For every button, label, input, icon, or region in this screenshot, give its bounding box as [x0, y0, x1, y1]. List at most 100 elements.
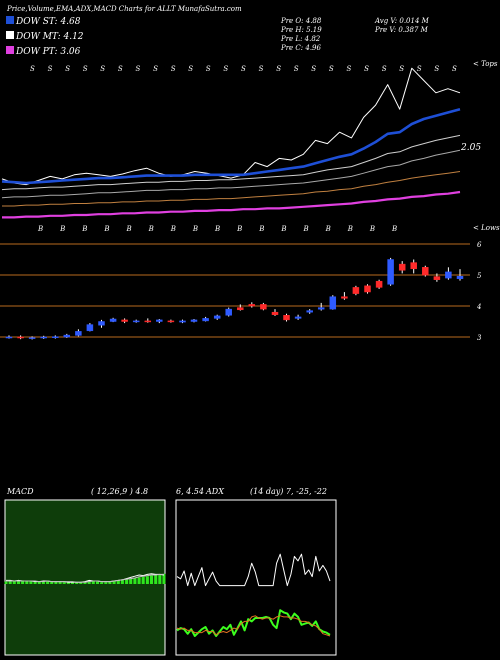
candle: [202, 318, 209, 322]
macd-histogram-bar: [125, 579, 129, 584]
prev-open: Pre O: 4.88: [280, 17, 322, 25]
macd-background: [4, 499, 166, 656]
candle: [456, 275, 464, 279]
top-label: S: [452, 65, 457, 73]
candle: [156, 319, 163, 322]
macd-histogram-bar: [66, 582, 70, 584]
macd-params: ( 12,26,9 ) 4.8: [91, 487, 148, 496]
bottom-label: B: [170, 225, 176, 233]
top-label: S: [399, 65, 404, 73]
bottom-label: B: [126, 225, 132, 233]
top-label: S: [65, 65, 70, 73]
top-label: S: [417, 65, 422, 73]
macd-histogram-bar: [33, 581, 37, 584]
legend-swatch-pt: [6, 46, 14, 54]
top-label: S: [329, 65, 334, 73]
top-label: S: [206, 65, 211, 73]
macd-panel: [4, 499, 166, 656]
candle: [17, 336, 24, 339]
top-label: S: [48, 65, 53, 73]
candle: [98, 321, 105, 326]
candle: [5, 336, 13, 339]
adx-params: (14 day) 7, -25, -22: [250, 487, 327, 496]
candle: [398, 263, 406, 271]
macd-signal-line: [6, 573, 164, 583]
candle: [167, 320, 175, 323]
candle: [341, 296, 348, 299]
top-label: S: [347, 65, 352, 73]
candle: [422, 267, 429, 276]
ema-lines: [1, 67, 461, 219]
bottom-label: B: [303, 225, 309, 233]
candle: [387, 259, 394, 285]
adx-line-2: [176, 615, 331, 637]
bottom-label: B: [192, 225, 198, 233]
macd-histogram-bar: [50, 581, 54, 584]
prev-volume: Pre V: 0.387 M: [374, 26, 429, 34]
top-label: S: [276, 65, 281, 73]
price-tick-label: 3: [477, 334, 482, 342]
top-label: S: [136, 65, 141, 73]
bottom-label: B: [37, 225, 43, 233]
bottom-label: B: [148, 225, 154, 233]
candle-panel: < Lows 6 5 4 3: [0, 224, 500, 342]
bottom-label: B: [391, 225, 397, 233]
adx-plot: [176, 553, 331, 637]
bottom-label: B: [347, 225, 353, 233]
price-tick-label: 5: [477, 272, 482, 280]
price-gridlines: 6 5 4 3: [0, 241, 482, 342]
top-label: S: [311, 65, 316, 73]
macd-histogram-bar: [104, 582, 108, 584]
macd-histogram-bar: [12, 581, 16, 584]
candle: [75, 331, 82, 336]
macd-histogram-bar: [150, 575, 153, 584]
candle: [329, 296, 337, 310]
candle: [190, 319, 198, 322]
macd-histogram-bar: [58, 581, 62, 584]
candle: [352, 287, 360, 294]
ema-value-label: 2.05: [460, 143, 481, 153]
macd-histogram-bar: [37, 581, 41, 584]
macd-histogram-bar: [17, 580, 20, 584]
top-label: S: [241, 65, 246, 73]
price-tick-label: 6: [477, 241, 482, 249]
ema-line-1: [1, 107, 461, 185]
bottom-label: B: [81, 225, 87, 233]
bottom-label: B: [236, 225, 242, 233]
bottom-label: B: [214, 225, 220, 233]
tops-tag: < Tops: [473, 60, 498, 68]
lows-tag: < Lows: [473, 224, 500, 232]
top-label: S: [100, 65, 105, 73]
top-label: S: [259, 65, 264, 73]
top-label: S: [364, 65, 369, 73]
macd-values: 6, 4.54: [176, 487, 204, 496]
top-label: S: [171, 65, 176, 73]
macd-histogram-bar: [71, 582, 74, 584]
macd-histogram-bar: [29, 581, 33, 584]
candle: [28, 337, 36, 339]
ema-panel: < Tops S S S S S S S S S S S S S S S S S S S S S S S S S B B B B B B B…: [1, 60, 498, 233]
macd-histogram-bar: [91, 581, 95, 584]
adx-panel: [175, 499, 337, 656]
ema-line-0: [1, 67, 461, 186]
bottom-label: B: [59, 225, 65, 233]
top-label: S: [30, 65, 35, 73]
candle: [121, 319, 128, 322]
top-label: S: [153, 65, 158, 73]
candle: [375, 280, 383, 288]
candle: [294, 316, 302, 319]
candle: [132, 320, 140, 323]
adx-line-0: [176, 553, 331, 587]
candle: [52, 336, 59, 338]
macd-histogram-bar: [83, 581, 87, 584]
candle: [109, 318, 117, 322]
macd-histogram-bar: [41, 581, 45, 584]
legend-dow-mt: DOW MT: 4.12: [15, 32, 84, 42]
macd-histogram-bar: [133, 578, 137, 584]
avg-volume: Avg V: 0.014 M: [374, 17, 430, 25]
top-label: S: [83, 65, 88, 73]
macd-histogram-bar: [129, 578, 133, 584]
